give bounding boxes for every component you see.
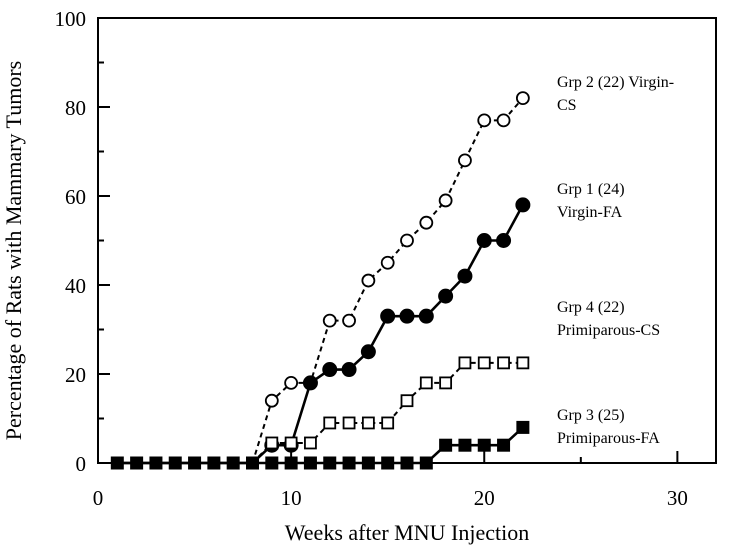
- data-point: [419, 456, 433, 470]
- data-point: [381, 416, 395, 430]
- series-line: [117, 426, 524, 465]
- data-point: [264, 393, 279, 408]
- data-point: [322, 362, 338, 378]
- data-point: [419, 215, 434, 230]
- series-label: Grp 1 (24): [557, 181, 625, 198]
- data-point: [497, 438, 511, 452]
- series-labels: Grp 2 (22) Virgin- CS Grp 1 (24) Virgin-FA G…: [557, 74, 674, 447]
- data-point: [341, 362, 357, 378]
- y-tick-label: 100: [55, 7, 87, 31]
- series-label: Primiparous-FA: [557, 430, 660, 447]
- data-point: [476, 233, 492, 248]
- series-label: CS: [557, 97, 577, 114]
- data-point: [400, 456, 414, 470]
- data-point: [477, 356, 491, 370]
- data-point: [323, 416, 337, 430]
- data-point: [439, 438, 453, 452]
- data-point: [130, 456, 144, 470]
- data-point: [400, 394, 414, 408]
- data-point: [458, 438, 472, 452]
- data-point: [284, 456, 298, 470]
- data-point: [246, 456, 259, 470]
- data-point: [226, 456, 240, 470]
- data-point: [168, 456, 182, 470]
- series-3: [117, 356, 530, 464]
- data-point: [149, 456, 163, 470]
- x-tick-label: 20: [474, 486, 495, 510]
- data-point: [342, 313, 356, 328]
- data-point: [515, 91, 530, 105]
- x-tick-label: 10: [281, 486, 302, 510]
- data-point: [322, 313, 337, 328]
- data-point: [304, 436, 317, 450]
- data-point: [496, 233, 512, 248]
- series-line: [117, 204, 525, 465]
- data-point: [361, 456, 375, 470]
- data-point: [207, 456, 221, 470]
- x-tick-label: 0: [93, 486, 104, 510]
- data-point: [439, 376, 453, 390]
- data-point: [302, 375, 318, 391]
- data-point: [418, 308, 434, 324]
- data-point: [342, 416, 356, 430]
- data-point: [323, 456, 337, 470]
- y-tick-label: 80: [65, 96, 86, 120]
- data-point: [477, 438, 491, 452]
- data-point: [496, 113, 511, 128]
- data-point: [419, 376, 433, 390]
- data-point: [265, 436, 279, 450]
- series-label: Primiparous-CS: [557, 322, 660, 339]
- data-point: [438, 193, 453, 208]
- data-point: [477, 113, 492, 128]
- data-point: [458, 356, 472, 370]
- data-point: [400, 233, 414, 248]
- x-axis-label: Weeks after MNU Injection: [285, 520, 529, 545]
- data-point: [458, 153, 472, 168]
- data-point: [381, 456, 395, 470]
- data-point: [399, 308, 415, 324]
- data-point: [361, 416, 375, 430]
- data-point: [110, 456, 124, 470]
- y-tick-label: 20: [65, 363, 86, 387]
- data-point: [265, 456, 279, 470]
- data-point: [380, 308, 396, 324]
- y-tick-label: 60: [65, 185, 86, 209]
- series-label: Virgin-FA: [557, 204, 623, 221]
- data-point: [303, 456, 317, 470]
- series-label: Grp 2 (22) Virgin-: [557, 74, 674, 91]
- data-point: [457, 268, 473, 284]
- data-point: [342, 456, 356, 470]
- data-point: [516, 356, 530, 370]
- data-point: [360, 344, 376, 360]
- data-point: [380, 255, 395, 270]
- data-point: [516, 420, 530, 434]
- y-tick-label: 0: [76, 452, 87, 476]
- data-point: [361, 273, 376, 288]
- series-label: Grp 3 (25): [557, 407, 625, 424]
- x-tick-label: 30: [667, 486, 688, 510]
- data-point: [438, 288, 454, 304]
- data-point: [188, 456, 202, 470]
- data-point: [515, 197, 531, 213]
- series-2: [117, 197, 531, 465]
- series-layer: [110, 91, 531, 470]
- data-point: [284, 436, 298, 450]
- series-label: Grp 4 (22): [557, 299, 625, 316]
- data-point: [284, 375, 299, 390]
- y-tick-label: 40: [65, 274, 86, 298]
- data-point: [497, 356, 510, 370]
- y-axis-label: Percentage of Rats with Mammary Tumors: [1, 61, 26, 440]
- series-4: [110, 420, 530, 470]
